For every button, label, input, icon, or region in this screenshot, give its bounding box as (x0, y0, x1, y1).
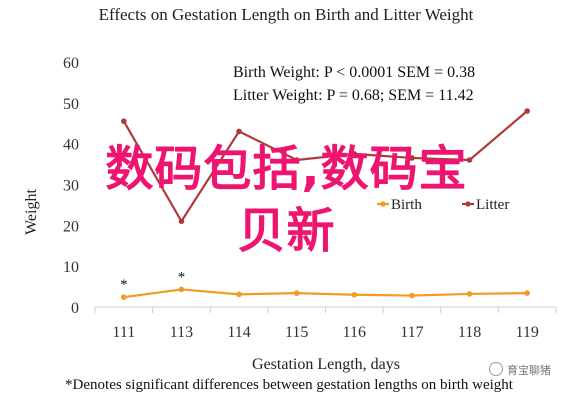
data-point-litter (466, 157, 473, 163)
data-point-birth (121, 294, 127, 301)
data-point-litter (236, 128, 242, 135)
x-tick-label: 114 (227, 324, 250, 341)
data-point-birth (293, 290, 300, 296)
annotation-birth: Birth Weight: P < 0.0001 SEM = 0.38 (233, 64, 475, 81)
x-axis-title: Gestation Length, days (252, 356, 400, 373)
data-point-litter (178, 218, 185, 225)
overlay-line-1: 数码包括,数码宝 (105, 141, 468, 197)
x-tick-label: 117 (400, 324, 423, 341)
legend-label-litter: Litter (476, 197, 509, 213)
data-point-litter (409, 155, 415, 161)
legend: Birth Litter (377, 197, 509, 213)
chart-title: Effects on Gestation Length on Birth and… (99, 5, 474, 24)
y-tick-label: 50 (63, 96, 79, 113)
footnote: *Denotes significant differences between… (65, 377, 514, 393)
data-point-birth (466, 291, 473, 297)
x-tick-label: 116 (343, 324, 366, 341)
x-tick-label: 115 (285, 324, 308, 341)
x-tick-label: 111 (112, 324, 135, 341)
data-point-litter (351, 151, 358, 157)
data-point-litter (524, 108, 530, 114)
data-point-birth (178, 286, 185, 293)
legend-label-birth: Birth (391, 197, 422, 213)
y-axis-title: Weight (23, 189, 40, 235)
overlay-text: 数码包括,数码宝 贝新 (14, 138, 559, 262)
data-point-birth (351, 291, 358, 298)
y-tick-label: 0 (71, 300, 79, 317)
series-layer (121, 108, 530, 301)
y-tick-label: 20 (63, 218, 79, 235)
y-tick-label: 10 (63, 259, 79, 276)
legend-marker-birth (380, 201, 386, 207)
data-point-birth (409, 292, 415, 299)
x-axis: 111 113 114 115 116 117 118 119 (94, 307, 557, 341)
overlay-line-2: 贝新 (237, 203, 336, 259)
watermark-text: 育宝聊猪 (507, 364, 551, 377)
annotation-litter: Litter Weight: P = 0.68; SEM = 11.42 (233, 87, 474, 104)
x-tick-label: 118 (458, 324, 481, 341)
significance-marker: * (120, 277, 128, 293)
y-axis: 0 10 20 30 40 50 60 (63, 55, 79, 317)
data-point-litter (293, 157, 300, 163)
y-tick-label: 40 (63, 137, 79, 154)
data-point-birth (236, 291, 242, 298)
data-point-litter (121, 118, 127, 125)
y-tick-label: 60 (63, 55, 79, 72)
x-tick-label: 113 (170, 324, 193, 341)
series-line-birth (123, 288, 528, 299)
significance-marker: * (178, 269, 186, 285)
legend-marker-litter (465, 201, 471, 207)
x-tick-label: 119 (515, 324, 538, 341)
y-tick-label: 30 (63, 178, 79, 195)
marker-layer: * * (120, 269, 185, 293)
watermark: 育宝聊猪 (489, 362, 551, 378)
wechat-icon (489, 362, 503, 376)
series-line-litter (122, 110, 528, 224)
data-point-birth (524, 290, 530, 296)
